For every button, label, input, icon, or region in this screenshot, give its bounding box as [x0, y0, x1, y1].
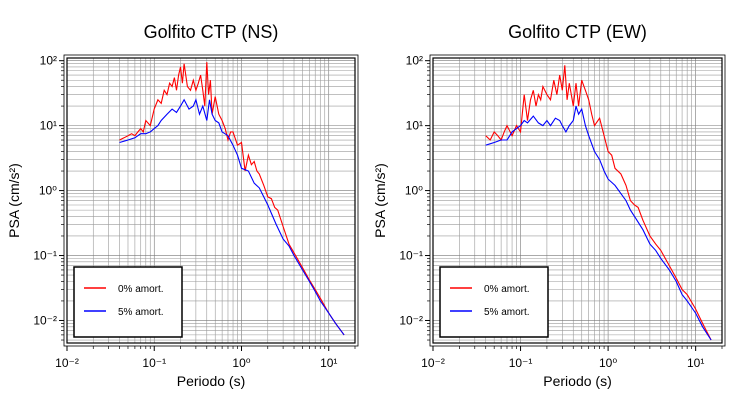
x-tick-label: 10⁰	[599, 356, 617, 370]
grid	[67, 58, 355, 343]
y-tick-label: 10⁻¹	[33, 249, 57, 263]
y-tick-label: 10²	[406, 54, 423, 68]
plot-frame	[66, 57, 356, 344]
x-tick-label: 10⁻²	[55, 356, 79, 370]
y-tick-label: 10⁻²	[399, 313, 423, 327]
series-line-damping-5	[119, 98, 345, 336]
y-axis-label: PSA (cm/s²)	[6, 163, 22, 238]
y-tick-label: 10¹	[406, 119, 423, 133]
chart-title: Golfito CTP (NS)	[144, 22, 279, 42]
y-tick-label: 10²	[40, 54, 57, 68]
x-tick-label: 10¹	[687, 356, 704, 370]
y-tick-label: 10⁻²	[33, 313, 57, 327]
legend: 0% amort. 5% amort.	[73, 266, 183, 338]
chart-panel-2: 10⁻² 10⁻¹ 10⁰ 10¹ 10⁻² 10⁻¹ 10⁰ 10¹ 10² Golfito C…	[372, 22, 726, 389]
series-line-damping-0	[119, 62, 345, 336]
x-axis-label: Periodo (s)	[177, 373, 245, 389]
series-line-damping-0	[485, 65, 712, 341]
legend-label: 0% amort.	[118, 284, 164, 295]
y-tick-label: 10⁻¹	[399, 249, 423, 263]
legend-label: 5% amort.	[484, 307, 530, 318]
y-tick-label: 10¹	[40, 119, 57, 133]
legend-label: 5% amort.	[118, 307, 164, 318]
legend-label: 0% amort.	[484, 284, 530, 295]
x-tick-label: 10⁻²	[421, 356, 445, 370]
x-tick-label: 10¹	[320, 356, 337, 370]
chart-panel-1: 10⁻² 10⁻¹ 10⁰ 10¹ 10⁻² 10⁻¹ 10⁰ 10¹ 10² Golfito C…	[6, 22, 359, 389]
chart-title: Golfito CTP (EW)	[508, 22, 647, 42]
x-axis-label: Periodo (s)	[543, 373, 611, 389]
y-axis-label: PSA (cm/s²)	[372, 163, 388, 238]
legend-box	[73, 266, 183, 338]
x-tick-label: 10⁻¹	[509, 356, 533, 370]
series-group	[119, 62, 345, 336]
legend: 0% amort. 5% amort.	[439, 266, 549, 338]
y-tick-label: 10⁰	[405, 184, 423, 198]
plot-frame	[432, 57, 723, 344]
y-tick-label: 10⁰	[39, 184, 57, 198]
series-group	[485, 65, 712, 341]
x-tick-label: 10⁰	[232, 356, 250, 370]
legend-box	[439, 266, 549, 338]
x-tick-label: 10⁻¹	[142, 356, 166, 370]
series-line-damping-5	[485, 105, 712, 341]
